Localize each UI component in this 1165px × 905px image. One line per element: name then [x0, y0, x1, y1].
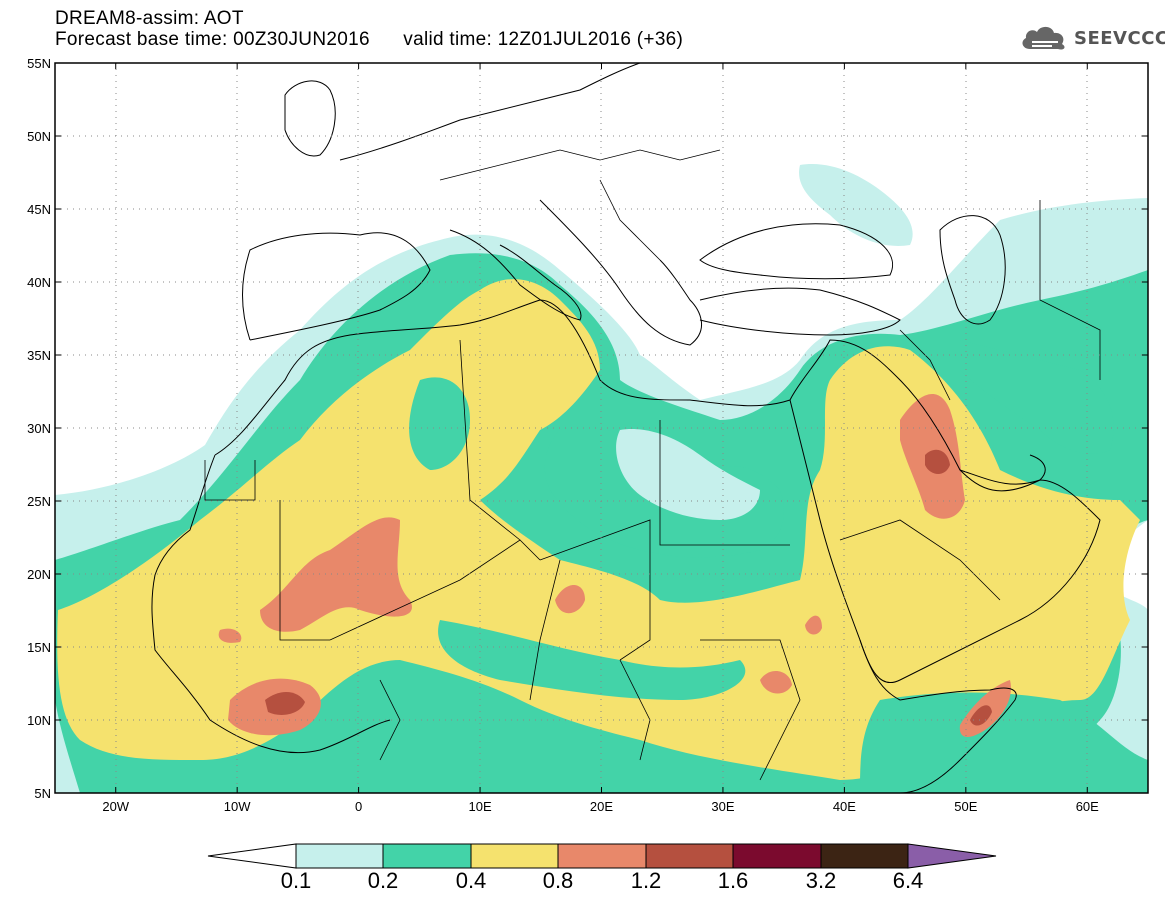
aot-band-1.2-iraq [925, 449, 950, 475]
longitude-labels: 20W 10W 0 10E 20E 30E 40E 50E 60E [102, 799, 1099, 814]
aot-band-0.8-sahara [260, 517, 412, 632]
latitude-labels: 55N 50N 45N 40N 35N 30N 25N 20N 15N 10N 5N [27, 56, 51, 801]
colorbar-label: 6.4 [892, 868, 924, 893]
aot-hole-0.2-a [409, 377, 470, 470]
colorbar-segment-6 [732, 843, 822, 869]
coast-red-sea [789, 399, 901, 701]
colorbar-label: 3.2 [805, 868, 837, 893]
aot-hole-0.2-b [438, 620, 746, 700]
aot-patch-0.1-north [799, 164, 913, 246]
colorbar-label: 0.4 [455, 868, 487, 893]
coast-gulf [959, 454, 1046, 485]
colorbar-below-arrow [207, 843, 297, 869]
colorbar-segment-1 [295, 843, 384, 869]
aot-band-1.2-nigeria [265, 691, 305, 715]
coast-horn [899, 687, 1017, 793]
aot-hole-0.2-ocean [860, 692, 1148, 793]
colorbar-label: 0.2 [367, 868, 399, 893]
coast-uk [284, 80, 336, 157]
coast-turkey [699, 287, 901, 336]
latitude-tick-label: 10N [27, 713, 51, 728]
aot-band-0.8-sudan [760, 670, 792, 694]
aot-band-0.8-eritrea [805, 615, 822, 635]
cloud-icon [1022, 26, 1065, 50]
longitude-tick-label: 0 [355, 799, 362, 814]
coast-italy [449, 229, 582, 321]
latitude-tick-label: 20N [27, 567, 51, 582]
latitude-tick-label: 40N [27, 275, 51, 290]
colorbar-label: 0.1 [280, 868, 312, 893]
colorbar-above-arrow [907, 843, 997, 869]
colorbar-label: 1.6 [717, 868, 749, 893]
longitude-tick-label: 20W [102, 799, 129, 814]
longitude-tick-label: 10W [224, 799, 251, 814]
colorbar-segment-3 [470, 843, 559, 869]
aot-hole-0.2-iran [960, 340, 1114, 454]
colorbar [207, 843, 997, 869]
longitude-tick-label: 40E [833, 799, 856, 814]
coast-north-europe [339, 63, 641, 161]
coast-black-sea [699, 223, 893, 280]
tick-marks [55, 62, 1148, 794]
gridlines [55, 63, 1148, 793]
colorbar-segment-2 [382, 843, 472, 869]
latitude-tick-label: 55N [27, 56, 51, 71]
colorbar-label: 1.2 [630, 868, 662, 893]
forecast-time-line: Forecast base time: 00Z30JUN2016 valid t… [55, 29, 684, 50]
latitude-tick-label: 30N [27, 421, 51, 436]
coast-balkans-greece [539, 199, 702, 346]
longitude-tick-label: 30E [711, 799, 734, 814]
map-title: DREAM8-assim: AOT [55, 8, 244, 29]
latitude-tick-label: 35N [27, 348, 51, 363]
latitude-tick-label: 5N [34, 786, 51, 801]
aot-band-1.2-somalia [970, 705, 992, 726]
seevccc-logo: SEEVCCC [1018, 22, 1165, 54]
longitude-tick-label: 10E [468, 799, 491, 814]
colorbar-segment-4 [557, 843, 647, 869]
longitude-tick-label: 20E [590, 799, 613, 814]
aot-band-0.8-chad [555, 585, 585, 614]
aot-band-0.4 [57, 279, 1140, 780]
aot-hole-0.1-lib [616, 429, 760, 520]
longitude-tick-label: 50E [954, 799, 977, 814]
coast-caspian [939, 215, 1006, 325]
colorbar-segment-7 [820, 843, 909, 869]
latitude-tick-label: 15N [27, 640, 51, 655]
coast-north-africa [214, 299, 791, 456]
latitude-tick-label: 25N [27, 494, 51, 509]
latitude-tick-label: 45N [27, 202, 51, 217]
latitude-tick-label: 50N [27, 129, 51, 144]
colorbar-segment-5 [645, 843, 734, 869]
coast-west-africa [151, 454, 391, 754]
logo-text: SEEVCCC [1074, 27, 1165, 49]
aot-band-0.8-west [218, 628, 242, 643]
coastlines [151, 63, 1101, 793]
colorbar-label: 0.8 [542, 868, 574, 893]
longitude-tick-label: 60E [1076, 799, 1099, 814]
coast-iberia [242, 232, 431, 341]
